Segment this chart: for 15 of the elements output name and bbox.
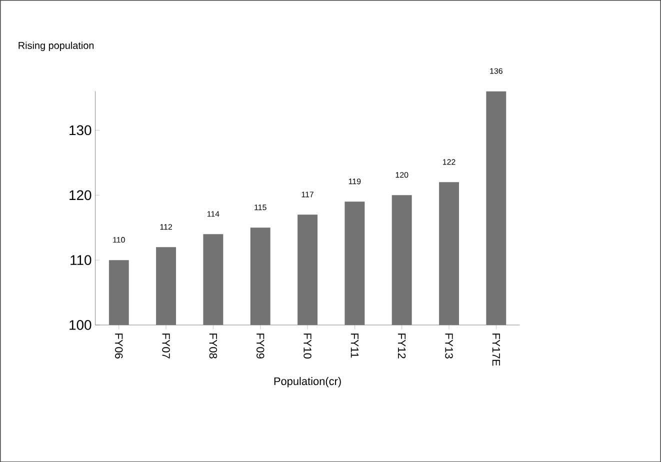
y-tick-label: 110 [70,255,92,265]
x-axis-title: Population(cr) [274,376,341,388]
x-tick-label: FY08 [209,334,218,358]
y-tick-label: 130 [70,125,92,136]
x-tick-label: FY17E [492,334,500,366]
x-tick-label: FY12 [398,334,406,358]
chart-title: Rising population [18,42,94,51]
x-tick-label: FY13 [445,334,453,358]
x-tick-label: FY09 [256,334,264,358]
x-tick-label: FY11 [350,334,358,358]
x-tick-label: FY10 [304,334,312,358]
y-tick-label: 120 [70,190,92,200]
y-tick-label: 100 [70,320,92,330]
x-tick-label: FY07 [162,334,170,358]
x-tick-label: FY06 [114,334,123,358]
